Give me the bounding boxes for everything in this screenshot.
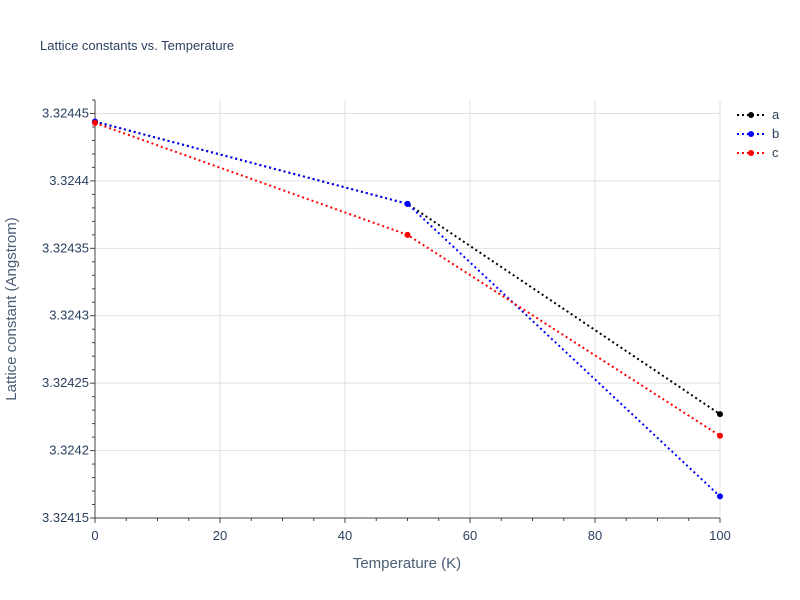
series-a-point	[717, 411, 723, 418]
legend-item-c[interactable]: c	[737, 145, 779, 160]
series-c-point	[717, 432, 723, 439]
series-c-point	[404, 231, 411, 238]
legend-item-b[interactable]: b	[737, 126, 779, 141]
y-tick-label: 3.32425	[42, 375, 89, 390]
legend-label-b: b	[772, 126, 779, 141]
x-tick-label: 0	[91, 528, 98, 543]
series-layer	[92, 118, 723, 500]
series-c-point	[92, 119, 98, 126]
x-axis-title: Temperature (K)	[353, 555, 461, 572]
legend-label-a: a	[772, 107, 780, 122]
series-c	[92, 119, 723, 439]
x-tick-label: 100	[709, 528, 731, 543]
axes	[90, 99, 721, 523]
series-b-point	[717, 493, 723, 500]
y-tick-label: 3.32415	[42, 510, 89, 525]
legend-label-c: c	[772, 145, 779, 160]
y-tick-label: 3.3244	[49, 173, 89, 188]
y-axis-title: Lattice constant (Angstrom)	[3, 217, 20, 400]
chart-title: Lattice constants vs. Temperature	[40, 38, 234, 53]
legend-marker-b	[748, 131, 754, 137]
x-tick-label: 80	[588, 528, 602, 543]
tick-labels: 0 20 40 60 80 100 3.32415 3.3242 3.32425 3.3243 3.…	[42, 105, 731, 543]
legend-item-a[interactable]: a	[737, 107, 780, 122]
y-tick-label: 3.3243	[49, 308, 89, 323]
legend[interactable]: abc	[737, 107, 780, 160]
series-b-point	[404, 200, 411, 207]
legend-marker-a	[748, 112, 754, 118]
y-tick-label: 3.3242	[49, 443, 89, 458]
legend-marker-c	[748, 150, 754, 156]
y-tick-label: 3.32445	[42, 105, 89, 120]
x-tick-label: 40	[338, 528, 352, 543]
y-tick-label: 3.32435	[42, 240, 89, 255]
x-tick-label: 20	[213, 528, 227, 543]
x-tick-label: 60	[463, 528, 477, 543]
